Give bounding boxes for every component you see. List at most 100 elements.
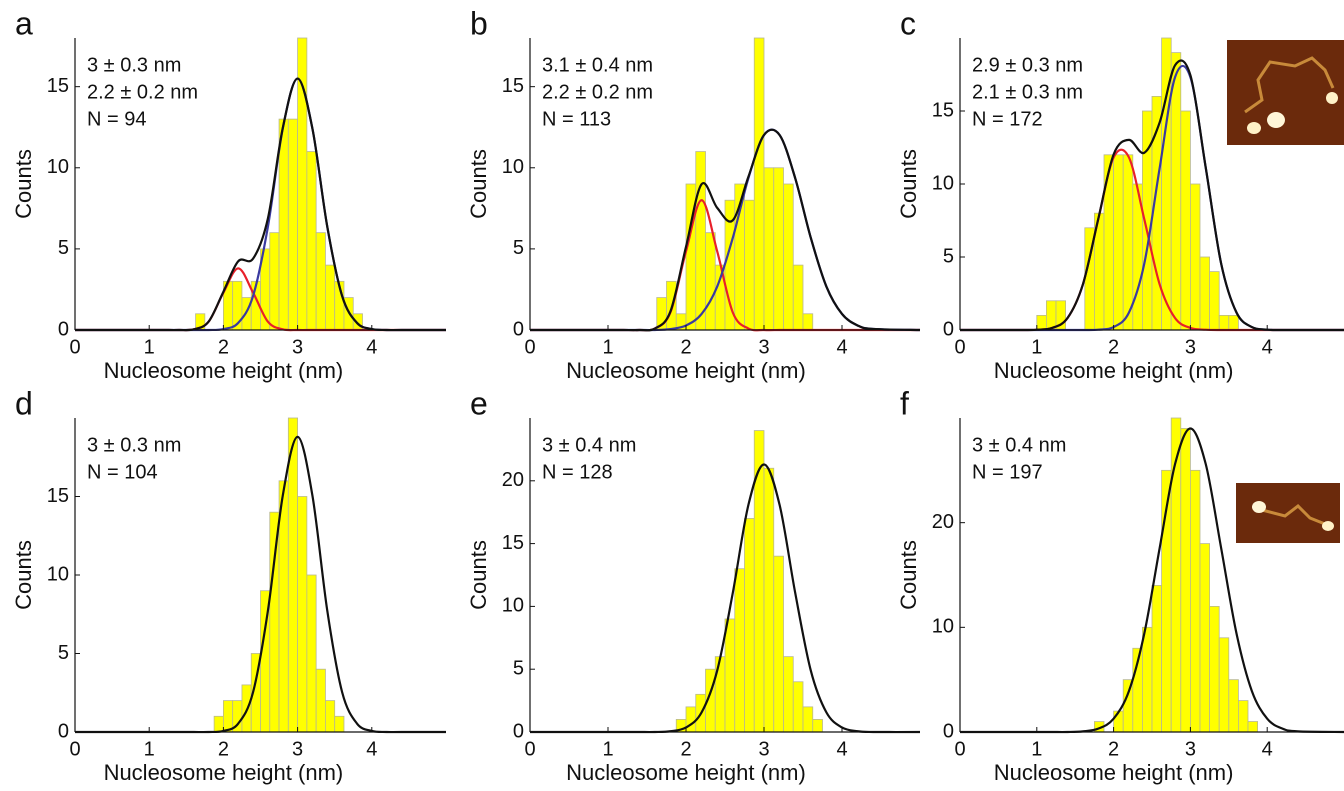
bar — [334, 715, 345, 733]
bar — [269, 511, 280, 733]
y-tick-label: 0 — [943, 318, 954, 340]
y-tick-label: 15 — [47, 75, 69, 97]
bar — [1190, 183, 1201, 331]
bar — [325, 264, 336, 331]
x-tick-label: 1 — [602, 336, 613, 358]
bar — [222, 700, 234, 733]
x-tick-label: 4 — [366, 336, 377, 358]
bar — [1036, 314, 1047, 331]
bar — [753, 37, 765, 331]
y-axis-label: Counts — [896, 149, 921, 219]
bar — [763, 467, 775, 733]
bar — [1238, 700, 1249, 733]
bar — [724, 618, 736, 733]
y-tick-label: 0 — [58, 318, 69, 340]
bar — [287, 118, 299, 331]
bar — [773, 555, 784, 733]
y-tick-label: 0 — [513, 318, 524, 340]
annotation: N = 197 — [972, 461, 1043, 483]
x-tick-label: 4 — [366, 738, 377, 760]
y-tick-label: 20 — [932, 511, 954, 533]
dna-strand — [1261, 504, 1326, 526]
x-tick-label: 1 — [144, 738, 155, 760]
bar — [1122, 679, 1134, 733]
x-tick-label: 3 — [292, 738, 303, 760]
bar — [1180, 110, 1191, 331]
bar — [1228, 679, 1239, 733]
bar — [1218, 637, 1230, 733]
nucleosome — [1322, 521, 1334, 531]
bar — [812, 719, 823, 733]
x-tick-label: 3 — [758, 738, 769, 760]
annotation: 3.1 ± 0.4 nm — [542, 54, 653, 76]
bar — [1180, 428, 1191, 733]
x-tick-label: 0 — [954, 738, 965, 760]
bar — [315, 232, 326, 331]
y-tick-label: 5 — [58, 642, 69, 664]
bar — [802, 706, 814, 733]
x-tick-label: 1 — [602, 738, 613, 760]
bar — [297, 37, 308, 331]
nucleosome — [1267, 112, 1285, 128]
x-axis-label: Nucleosome height (nm) — [566, 760, 806, 785]
x-tick-label: 3 — [1185, 738, 1196, 760]
dna-strand — [1244, 56, 1335, 114]
y-tick-label: 10 — [932, 172, 954, 194]
bar — [278, 118, 289, 331]
bar — [1142, 626, 1153, 733]
panel: 0 1 2 3 4 0 5 10 15 20 Nucleosome height (nm) Count… — [466, 385, 921, 785]
bar — [325, 700, 336, 733]
bar — [1209, 271, 1220, 331]
nucleosome — [1252, 501, 1266, 513]
annotation: N = 172 — [972, 108, 1043, 130]
bar — [763, 167, 775, 331]
panel-label: d — [15, 385, 33, 421]
y-tick-label: 10 — [47, 156, 69, 178]
x-axis-label: Nucleosome height (nm) — [566, 358, 806, 383]
y-tick-label: 10 — [932, 616, 954, 638]
y-tick-label: 15 — [502, 532, 524, 554]
bar — [1218, 314, 1230, 331]
bar — [1199, 256, 1210, 331]
bar — [773, 167, 784, 331]
x-tick-label: 2 — [218, 336, 229, 358]
bar — [1190, 469, 1201, 733]
y-tick-label: 10 — [502, 595, 524, 617]
annotation: 2.2 ± 0.2 nm — [87, 81, 198, 103]
annotation: 2.1 ± 0.3 nm — [972, 81, 1083, 103]
x-tick-label: 1 — [1031, 336, 1042, 358]
y-tick-label: 0 — [943, 720, 954, 742]
nucleosome — [1247, 122, 1261, 134]
x-axis-label: Nucleosome height (nm) — [104, 358, 344, 383]
x-tick-label: 4 — [1262, 738, 1273, 760]
nucleosome — [1326, 92, 1338, 104]
x-axis-label: Nucleosome height (nm) — [104, 760, 344, 785]
inset-f — [1236, 483, 1340, 543]
annotation: N = 94 — [87, 108, 146, 130]
y-axis-label: Counts — [466, 540, 491, 610]
x-tick-label: 2 — [680, 336, 691, 358]
bar — [1122, 154, 1134, 331]
annotation: N = 113 — [542, 108, 611, 130]
annotation: 3 ± 0.3 nm — [87, 54, 181, 76]
y-tick-label: 10 — [47, 563, 69, 585]
bar — [1209, 606, 1220, 733]
bar — [1046, 300, 1057, 331]
x-tick-label: 4 — [1262, 336, 1273, 358]
bar — [213, 715, 224, 733]
x-axis-label: Nucleosome height (nm) — [994, 760, 1234, 785]
bar — [695, 151, 706, 331]
x-tick-label: 3 — [758, 336, 769, 358]
bar — [1170, 52, 1182, 331]
x-tick-label: 2 — [218, 738, 229, 760]
x-tick-label: 4 — [836, 336, 847, 358]
x-tick-label: 0 — [954, 336, 965, 358]
afm-image — [1227, 40, 1344, 145]
x-tick-label: 3 — [292, 336, 303, 358]
x-tick-label: 3 — [1185, 336, 1196, 358]
x-tick-label: 1 — [1031, 738, 1042, 760]
fit-curve — [959, 59, 1344, 332]
bar — [1113, 710, 1124, 733]
x-tick-label: 0 — [69, 738, 80, 760]
